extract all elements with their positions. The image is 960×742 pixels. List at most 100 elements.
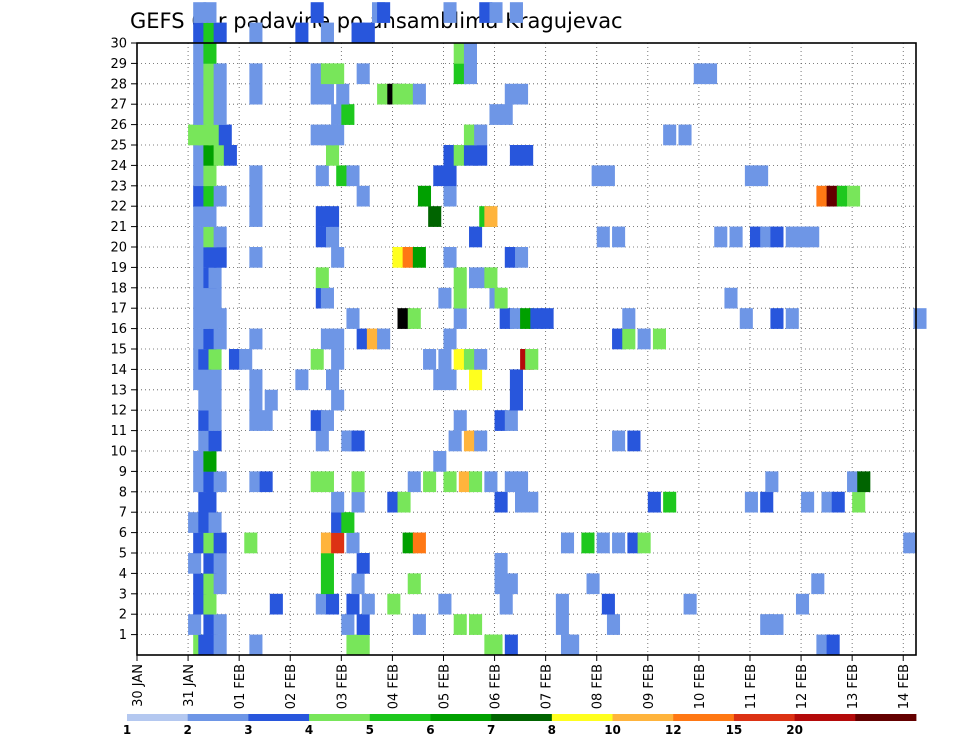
precipitation-cell: [770, 308, 784, 329]
precipitation-cell: [795, 226, 810, 248]
precipitation-cell: [443, 2, 457, 23]
precipitation-cell: [341, 614, 355, 635]
precipitation-cell: [417, 185, 432, 207]
precipitation-cell: [458, 471, 472, 493]
x-tick-label: 30 JAN: [131, 664, 146, 707]
precipitation-cell: [443, 165, 457, 187]
precipitation-cell: [203, 43, 217, 64]
colorbar-label: 8: [548, 723, 556, 737]
precipitation-cell: [213, 328, 227, 350]
y-tick-label: 4: [119, 567, 127, 582]
precipitation-cell: [612, 328, 626, 350]
precipitation-cell: [836, 185, 850, 207]
precipitation-cell: [249, 410, 263, 431]
precipitation-cell: [188, 512, 202, 533]
precipitation-cell: [453, 145, 467, 166]
precipitation-cell: [188, 553, 202, 574]
precipitation-cell: [453, 267, 467, 289]
precipitation-cell: [581, 532, 595, 554]
precipitation-cell: [203, 2, 217, 23]
precipitation-cell: [361, 593, 375, 615]
precipitation-cell: [295, 369, 309, 391]
precipitation-cell: [453, 308, 467, 329]
precipitation-cell: [801, 491, 815, 513]
x-tick-label: 13 FEB: [846, 664, 861, 709]
precipitation-cell: [509, 145, 523, 166]
precipitation-cell: [249, 389, 263, 411]
precipitation-cell: [423, 349, 437, 370]
precipitation-cell: [249, 63, 263, 85]
x-tick-label: 09 FEB: [642, 664, 657, 709]
colorbar-label: 20: [786, 723, 803, 737]
precipitation-cell: [203, 308, 217, 329]
precipitation-cell: [326, 593, 340, 615]
y-tick-label: 18: [110, 281, 127, 296]
precipitation-cell: [433, 369, 447, 391]
y-tick-label: 12: [110, 404, 127, 419]
precipitation-cell: [213, 83, 227, 105]
precipitation-cell: [387, 491, 401, 513]
precipitation-cell: [203, 614, 217, 635]
precipitation-cell: [714, 226, 728, 248]
precipitation-cell: [310, 410, 324, 431]
precipitation-cell: [423, 471, 437, 493]
colorbar-label: 6: [426, 723, 434, 737]
precipitation-cell: [591, 165, 605, 187]
precipitation-cell: [463, 63, 477, 85]
x-tick-label: 07 FEB: [540, 664, 555, 709]
precipitation-cell: [331, 389, 345, 411]
precipitation-cell: [469, 369, 483, 391]
precipitation-cell: [489, 104, 503, 125]
precipitation-cell: [193, 104, 207, 125]
x-tick-label: 03 FEB: [335, 664, 350, 709]
y-axis: 1234567891011121314151617181920212223242…: [110, 37, 137, 643]
precipitation-cell: [218, 124, 232, 146]
precipitation-cell: [249, 369, 263, 391]
precipitation-cell: [295, 22, 309, 44]
precipitation-cell: [555, 614, 569, 635]
colorbar-swatch: [673, 714, 735, 721]
precipitation-cell: [198, 512, 212, 533]
precipitation-cell: [525, 491, 539, 513]
precipitation-cell: [515, 247, 529, 268]
precipitation-cell: [193, 43, 207, 64]
precipitation-cell: [208, 389, 222, 411]
precipitation-cell: [540, 308, 554, 329]
x-tick-label: 08 FEB: [591, 664, 606, 709]
x-tick-label: 11 FEB: [744, 664, 759, 709]
colorbar-swatch: [733, 714, 796, 721]
precipitation-cell: [193, 83, 207, 105]
precipitation-cell: [361, 22, 375, 44]
precipitation-cell: [208, 369, 222, 391]
y-tick-label: 7: [119, 506, 127, 521]
precipitation-cell: [356, 328, 370, 350]
precipitation-cell: [193, 247, 207, 268]
precipitation-cell: [193, 206, 207, 227]
precipitation-cell: [397, 491, 411, 513]
precipitation-cell: [203, 451, 217, 472]
precipitation-cell: [504, 410, 518, 431]
precipitation-cell: [795, 593, 810, 615]
precipitation-cell: [310, 63, 324, 85]
precipitation-cell: [407, 308, 421, 329]
precipitation-cell: [213, 634, 227, 656]
precipitation-cell: [315, 593, 329, 615]
precipitation-cell: [586, 573, 600, 595]
precipitation-cell: [320, 410, 334, 431]
precipitation-cell: [596, 226, 610, 248]
precipitation-cell: [463, 145, 477, 166]
precipitation-cell: [320, 328, 334, 350]
precipitation-cell: [515, 491, 529, 513]
precipitation-cell: [341, 512, 355, 533]
precipitation-cell: [320, 553, 334, 574]
precipitation-cell: [760, 226, 774, 248]
colorbar-label: 4: [305, 723, 313, 737]
x-tick-label: 31 JAN: [182, 664, 197, 707]
precipitation-cell: [509, 308, 523, 329]
precipitation-cell: [402, 532, 416, 554]
precipitation-cell: [826, 634, 840, 656]
precipitation-cell: [494, 410, 508, 431]
precipitation-cell: [606, 614, 621, 635]
precipitation-cell: [693, 63, 707, 85]
precipitation-cell: [213, 22, 227, 44]
